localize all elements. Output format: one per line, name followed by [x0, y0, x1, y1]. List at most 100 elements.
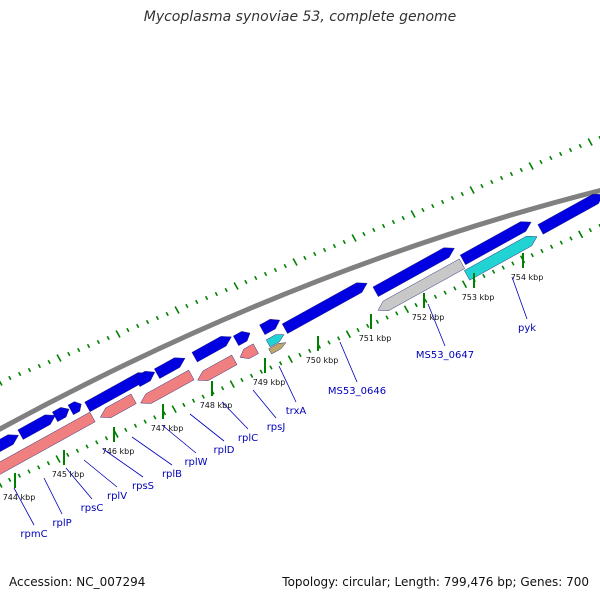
ribosomal-protein-arrow [140, 369, 195, 404]
outer-dot-ring [0, 135, 600, 386]
leader-line [339, 341, 358, 383]
outer-dot [558, 151, 563, 157]
outer-dot [450, 195, 455, 201]
gene-label-rplB: rplB [162, 469, 182, 480]
outer-dot [37, 363, 42, 369]
pyk-arrow [464, 235, 538, 281]
accession-text: Accession: NC_007294 [9, 575, 146, 589]
inner-dot [327, 340, 331, 345]
inner-dot [229, 380, 235, 389]
outer-dot [233, 282, 239, 290]
inner-dot [588, 228, 592, 233]
tick-label: 746 kbp [102, 447, 135, 456]
gene-label-rpsJ: rpsJ [267, 422, 286, 433]
outer-dot [106, 335, 110, 341]
outer-dot [431, 203, 435, 209]
outer-dot [56, 354, 62, 362]
outer-dot [214, 291, 219, 297]
outer-dot [381, 223, 386, 229]
inner-dot [46, 461, 51, 466]
outer-dot [67, 351, 71, 357]
inner-dot [75, 448, 80, 453]
tick-label: 754 kbp [511, 273, 544, 282]
outer-dot [273, 267, 278, 273]
outer-dot [303, 255, 307, 261]
tick-label: 751 kbp [359, 334, 392, 343]
gene-label-rplP: rplP [52, 518, 71, 529]
outer-dot [8, 375, 12, 381]
inner-dot [424, 298, 428, 304]
feature-track [0, 193, 600, 476]
tick-label: 750 kbp [306, 356, 339, 365]
inner-dot [171, 405, 177, 413]
inner-dot [433, 294, 438, 299]
cds-arrow [17, 414, 56, 440]
leader-line [83, 459, 118, 488]
inner-dot [345, 330, 352, 339]
outer-dot [549, 155, 553, 161]
inner-dot [511, 261, 515, 266]
inner-dot [559, 240, 563, 245]
inner-dot [249, 373, 254, 378]
outer-dot [204, 295, 209, 301]
gene-label-MS53_0647: MS53_0647 [416, 350, 474, 361]
cds-arrow [259, 319, 281, 335]
outer-dot [224, 287, 228, 293]
cds-arrow [134, 371, 156, 387]
cds-arrow [0, 434, 19, 452]
outer-dot [362, 231, 366, 237]
outer-dot [283, 263, 287, 269]
ribosomal-protein-arrow [197, 354, 238, 381]
ribosomal-protein-arrow [239, 343, 259, 359]
gene-label-rplC: rplC [238, 433, 258, 444]
inner-dot [55, 455, 61, 463]
leader-line [65, 467, 93, 500]
gene-label-pyk: pyk [518, 323, 536, 334]
ribosomal-protein-arrow [100, 393, 137, 418]
outer-dot [27, 367, 32, 373]
inner-dot [182, 402, 186, 408]
outer-dot [539, 159, 543, 165]
outer-dot [490, 179, 494, 185]
gene-label-rplV: rplV [107, 491, 127, 502]
inner-dot [453, 286, 457, 291]
page-title: Mycoplasma synoviae 53, complete genome [143, 9, 457, 25]
outer-dot [401, 215, 405, 221]
cds-arrow [52, 407, 70, 422]
tick-label: 747 kbp [151, 424, 184, 433]
outer-dot [342, 239, 346, 245]
outer-dot [86, 343, 91, 349]
outer-dot [174, 306, 180, 314]
genome-backbone [0, 187, 600, 432]
inner-dot [366, 323, 370, 329]
inner-dot [27, 469, 31, 474]
inner-dot [287, 355, 293, 364]
leader-line [102, 448, 144, 478]
outer-dot [96, 339, 101, 345]
gene-label-MS53_0646: MS53_0646 [328, 386, 386, 397]
inner-dot [375, 319, 380, 324]
outer-dot [195, 299, 199, 305]
leader-line [189, 413, 225, 442]
inner-dot [153, 415, 157, 420]
outer-dot [372, 227, 376, 233]
inner-dot [37, 465, 41, 470]
cds-arrow [372, 247, 455, 297]
cds-arrow [67, 401, 82, 415]
outer-dot [47, 359, 51, 365]
tick-label: 749 kbp [253, 378, 286, 387]
outer-dot [421, 207, 425, 213]
outer-dot [509, 171, 514, 177]
gene-label-trxA: trxA [286, 406, 307, 417]
outer-dot [145, 319, 150, 325]
gene-label-rpsC: rpsC [81, 503, 104, 514]
inner-dot [201, 394, 205, 399]
inner-dot [278, 361, 283, 366]
inner-dot [133, 423, 138, 428]
tick-label: 748 kbp [200, 401, 233, 410]
outer-dot [165, 311, 169, 317]
leader-line [221, 401, 249, 430]
outer-dot [568, 147, 573, 153]
